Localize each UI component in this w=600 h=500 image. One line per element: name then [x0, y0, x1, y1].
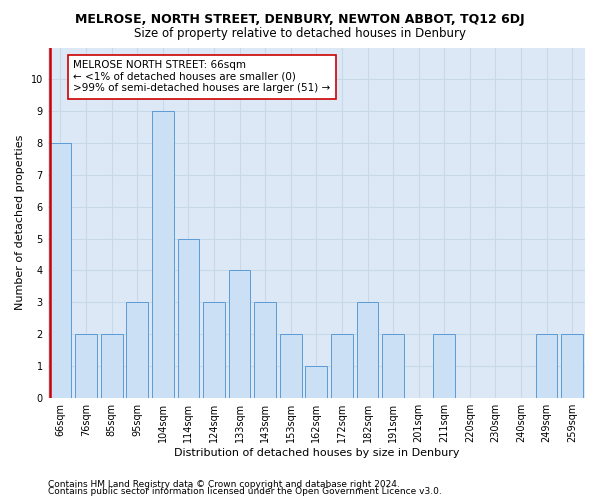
Bar — [229, 270, 250, 398]
Bar — [254, 302, 276, 398]
Bar — [280, 334, 302, 398]
Bar — [382, 334, 404, 398]
Bar — [178, 238, 199, 398]
Bar — [305, 366, 327, 398]
Bar — [127, 302, 148, 398]
Bar — [50, 143, 71, 398]
Bar — [152, 111, 173, 398]
Text: Contains public sector information licensed under the Open Government Licence v3: Contains public sector information licen… — [48, 487, 442, 496]
X-axis label: Distribution of detached houses by size in Denbury: Distribution of detached houses by size … — [173, 448, 459, 458]
Bar — [331, 334, 353, 398]
Bar — [433, 334, 455, 398]
Bar — [203, 302, 225, 398]
Y-axis label: Number of detached properties: Number of detached properties — [15, 135, 25, 310]
Text: MELROSE NORTH STREET: 66sqm
← <1% of detached houses are smaller (0)
>99% of sem: MELROSE NORTH STREET: 66sqm ← <1% of det… — [73, 60, 331, 94]
Bar — [536, 334, 557, 398]
Text: Contains HM Land Registry data © Crown copyright and database right 2024.: Contains HM Land Registry data © Crown c… — [48, 480, 400, 489]
Bar — [75, 334, 97, 398]
Text: Size of property relative to detached houses in Denbury: Size of property relative to detached ho… — [134, 28, 466, 40]
Bar — [562, 334, 583, 398]
Bar — [101, 334, 122, 398]
Bar — [356, 302, 379, 398]
Text: MELROSE, NORTH STREET, DENBURY, NEWTON ABBOT, TQ12 6DJ: MELROSE, NORTH STREET, DENBURY, NEWTON A… — [75, 12, 525, 26]
